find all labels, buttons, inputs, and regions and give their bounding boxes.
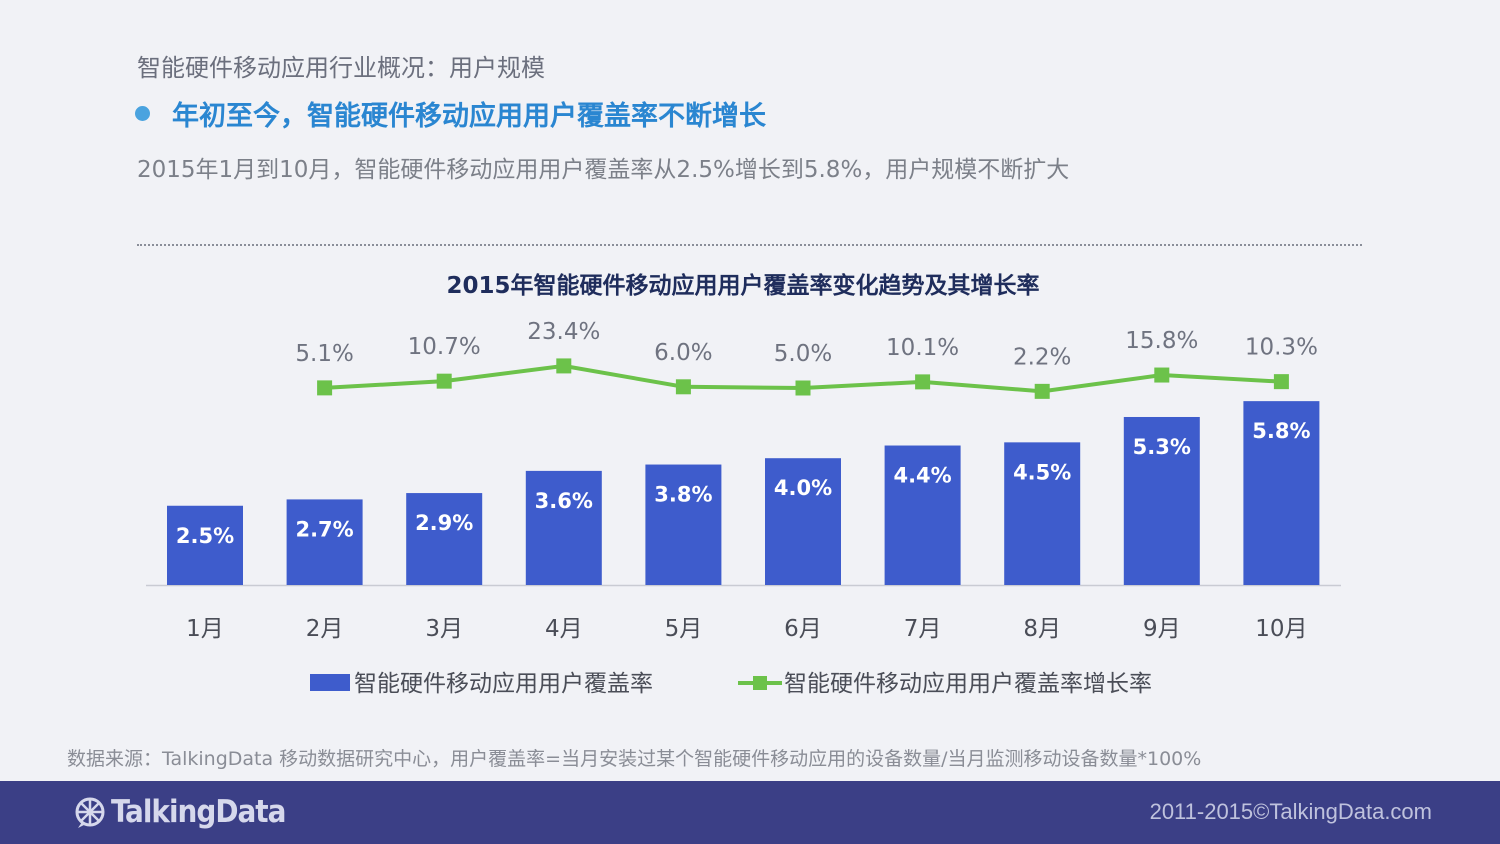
bar <box>765 458 841 585</box>
growth-rate-marker <box>795 380 811 396</box>
x-tick-label: 9月 <box>1143 616 1181 642</box>
headline: 年初至今，智能硬件移动应用用户覆盖率不断增长 <box>172 101 766 132</box>
divider <box>137 244 1362 246</box>
line-data-label: 10.3% <box>1245 335 1318 361</box>
line-data-label: 5.1% <box>295 341 353 367</box>
logo-mark-icon <box>75 797 105 828</box>
bar-data-label: 3.6% <box>535 489 593 513</box>
bar <box>645 464 722 585</box>
legend-bar-swatch <box>310 674 350 691</box>
bar-data-label: 2.9% <box>415 511 473 535</box>
legend-line-marker <box>753 676 767 690</box>
x-tick-label: 10月 <box>1255 616 1307 642</box>
growth-rate-marker <box>675 379 691 395</box>
growth-rate-marker <box>1273 374 1289 390</box>
line-data-label: 10.1% <box>886 335 959 361</box>
bar <box>167 505 243 585</box>
talkingdata-logo: TalkingData <box>73 794 286 830</box>
chart-title: 2015年智能硬件移动应用用户覆盖率变化趋势及其增长率 <box>446 272 1039 299</box>
line-data-label: 6.0% <box>654 340 712 366</box>
footer-bar: TalkingData 2011-2015©TalkingData.com <box>0 781 1500 844</box>
x-tick-label: 3月 <box>425 616 463 642</box>
x-tick-label: 5月 <box>665 616 703 642</box>
growth-rate-marker <box>317 380 333 396</box>
bar-data-label: 2.7% <box>295 517 353 541</box>
x-tick-label: 6月 <box>784 616 822 642</box>
x-tick-label: 2月 <box>306 616 344 642</box>
legend-bar-label: 智能硬件移动应用用户覆盖率 <box>354 671 653 697</box>
x-tick-label: 8月 <box>1023 616 1061 642</box>
bar <box>525 470 602 585</box>
copyright: 2011-2015©TalkingData.com <box>1149 799 1432 824</box>
coverage-chart: 2015年智能硬件移动应用用户覆盖率变化趋势及其增长率 2.5% 1月 2.7% 2月 2… <box>146 272 1341 697</box>
subtitle: 2015年1月到10月，智能硬件移动应用用户覆盖率从2.5%增长到5.8%，用户… <box>137 157 1070 183</box>
line-data-label: 10.7% <box>408 334 481 360</box>
bar <box>1123 416 1200 585</box>
x-tick-label: 1月 <box>186 616 224 642</box>
line-data-label: 2.2% <box>1013 344 1071 370</box>
growth-rate-marker <box>556 358 572 374</box>
bar <box>406 493 483 585</box>
growth-rate-marker <box>436 373 452 389</box>
bar <box>884 445 961 585</box>
bullet-icon <box>135 106 150 121</box>
growth-rate-marker <box>1154 367 1170 383</box>
bar-data-label: 2.5% <box>176 524 234 548</box>
growth-rate-marker <box>1034 383 1050 399</box>
x-tick-label: 4月 <box>545 616 583 642</box>
bar-data-label: 4.0% <box>774 476 832 500</box>
x-tick-label: 7月 <box>904 616 942 642</box>
headline-row: 年初至今，智能硬件移动应用用户覆盖率不断增长 <box>135 94 766 133</box>
bar-data-label: 3.8% <box>654 483 712 507</box>
bar <box>286 499 363 585</box>
legend-line-label: 智能硬件移动应用用户覆盖率增长率 <box>784 671 1152 697</box>
line-data-label: 15.8% <box>1125 328 1198 354</box>
bar <box>1243 401 1320 585</box>
bar-data-label: 4.4% <box>893 464 951 488</box>
bar <box>1004 442 1081 585</box>
section-title: 智能硬件移动应用行业概况：用户规模 <box>137 54 545 82</box>
bar-data-label: 5.8% <box>1252 419 1310 443</box>
source-note: 数据来源：TalkingData 移动数据研究中心，用户覆盖率=当月安装过某个智… <box>67 748 1202 770</box>
line-data-label: 23.4% <box>527 319 600 345</box>
bar-data-label: 5.3% <box>1133 435 1191 459</box>
logo-text: TalkingData <box>111 794 286 830</box>
growth-rate-marker <box>915 374 931 390</box>
bar-data-label: 4.5% <box>1013 460 1071 484</box>
line-data-label: 5.0% <box>774 341 832 367</box>
